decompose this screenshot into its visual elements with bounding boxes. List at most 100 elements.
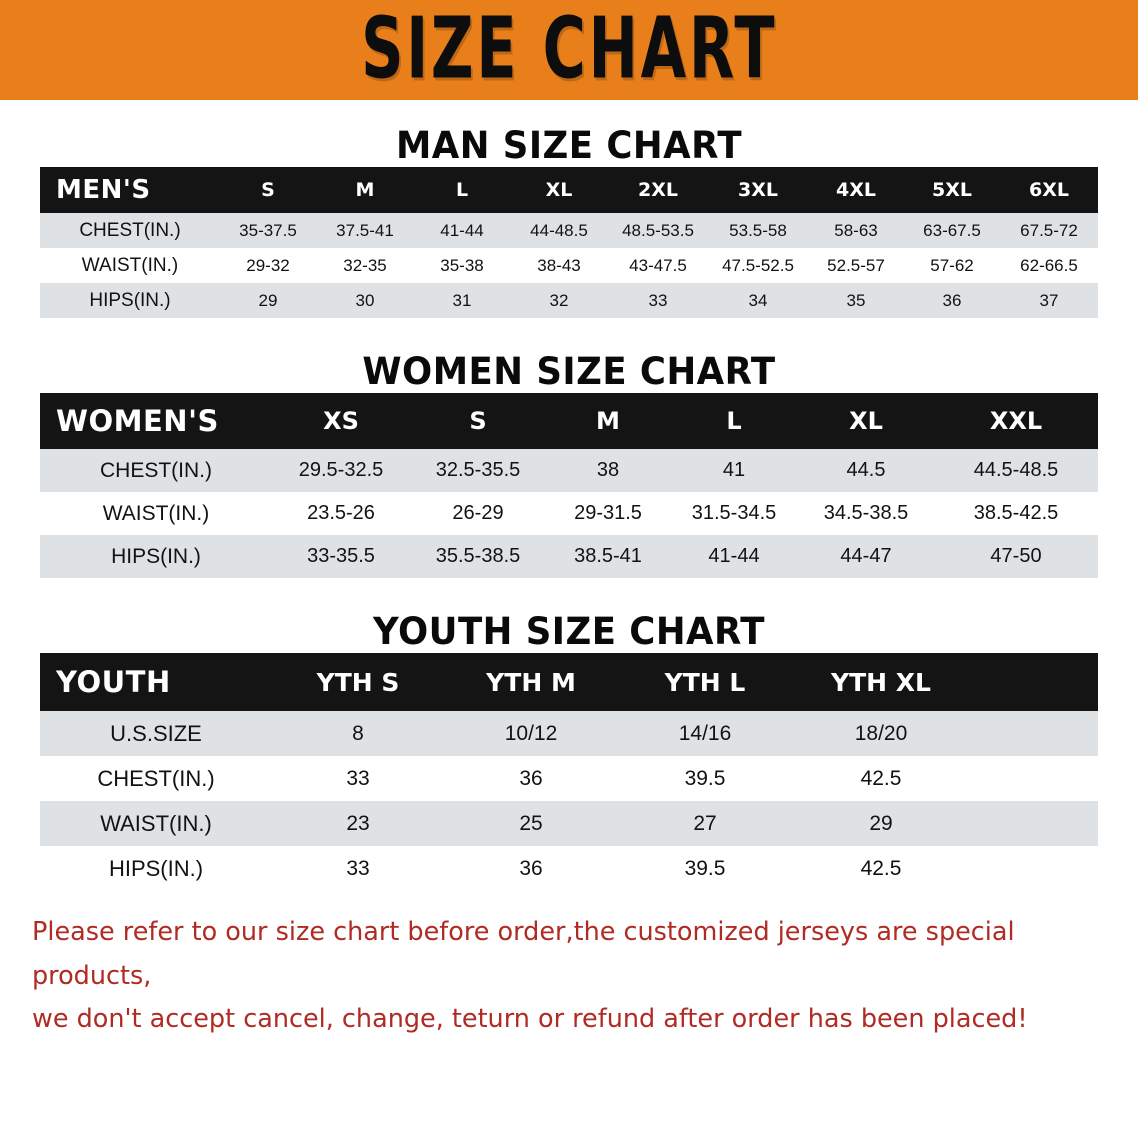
youth-chart-wrap: YOUTH YTH S YTH M YTH L YTH XL U.S.SIZE … — [0, 653, 1138, 891]
women-header-row: WOMEN'S XS S M L XL XXL — [40, 393, 1098, 449]
youth-chest-xl: 42.5 — [792, 756, 970, 801]
youth-col-yth-l: YTH L — [664, 667, 746, 697]
table-row: CHEST(IN.) 33 36 39.5 42.5 — [40, 756, 1098, 801]
man-hips-xl: 32 — [510, 283, 608, 318]
table-row: WAIST(IN.) 29-32 32-35 35-38 38-43 43-47… — [40, 248, 1098, 283]
man-hips-2xl: 33 — [608, 283, 708, 318]
man-waist-5xl: 57-62 — [904, 248, 1000, 283]
man-waist-l: 35-38 — [414, 248, 510, 283]
table-row: WAIST(IN.) 23 25 27 29 — [40, 801, 1098, 846]
man-col-6xl: 6XL — [1029, 179, 1069, 201]
youth-hips-xl: 42.5 — [792, 846, 970, 891]
youth-waist-s: 23 — [272, 801, 444, 846]
women-waist-s: 26-29 — [410, 492, 546, 535]
man-waist-xl: 38-43 — [510, 248, 608, 283]
youth-row-label-hips: HIPS(IN.) — [40, 846, 272, 891]
youth-us-size-m: 10/12 — [444, 711, 618, 756]
women-row-label-waist: WAIST(IN.) — [40, 492, 272, 535]
man-hips-m: 30 — [316, 283, 414, 318]
man-chest-m: 37.5-41 — [316, 213, 414, 248]
women-hips-xl: 44-47 — [798, 535, 934, 578]
youth-corner-label: YOUTH — [56, 665, 171, 699]
man-row-label-hips: HIPS(IN.) — [40, 283, 220, 318]
youth-hips-s: 33 — [272, 846, 444, 891]
women-section-title: WOMEN SIZE CHART — [362, 350, 776, 393]
youth-waist-spacer — [970, 801, 1098, 846]
women-waist-m: 29-31.5 — [546, 492, 670, 535]
man-chest-xl: 44-48.5 — [510, 213, 608, 248]
disclaimer-line-1: Please refer to our size chart before or… — [32, 917, 1015, 991]
women-col-l: L — [726, 407, 742, 435]
youth-size-table: YOUTH YTH S YTH M YTH L YTH XL U.S.SIZE … — [40, 653, 1098, 891]
women-waist-xs: 23.5-26 — [272, 492, 410, 535]
man-chart-wrap: MEN'S S M L XL 2XL 3XL 4XL 5XL 6XL CHEST… — [0, 167, 1138, 318]
youth-chest-s: 33 — [272, 756, 444, 801]
banner-title: SIZE CHART — [360, 1, 778, 99]
women-waist-xl: 34.5-38.5 — [798, 492, 934, 535]
table-row: HIPS(IN.) 33 36 39.5 42.5 — [40, 846, 1098, 891]
table-row: CHEST(IN.) 35-37.5 37.5-41 41-44 44-48.5… — [40, 213, 1098, 248]
women-chest-xs: 29.5-32.5 — [272, 449, 410, 492]
youth-us-size-l: 14/16 — [618, 711, 792, 756]
man-hips-4xl: 35 — [808, 283, 904, 318]
women-chest-xxl: 44.5-48.5 — [934, 449, 1098, 492]
youth-us-size-xl: 18/20 — [792, 711, 970, 756]
man-hips-3xl: 34 — [708, 283, 808, 318]
women-chest-s: 32.5-35.5 — [410, 449, 546, 492]
youth-row-label-us-size: U.S.SIZE — [40, 711, 272, 756]
women-row-label-chest: CHEST(IN.) — [40, 449, 272, 492]
youth-hips-m: 36 — [444, 846, 618, 891]
man-col-5xl: 5XL — [932, 179, 972, 201]
man-chest-s: 35-37.5 — [220, 213, 316, 248]
table-row: U.S.SIZE 8 10/12 14/16 18/20 — [40, 711, 1098, 756]
women-hips-xxl: 47-50 — [934, 535, 1098, 578]
man-col-m: M — [355, 179, 375, 201]
man-hips-6xl: 37 — [1000, 283, 1098, 318]
man-hips-l: 31 — [414, 283, 510, 318]
man-section-title: MAN SIZE CHART — [395, 124, 743, 167]
man-waist-s: 29-32 — [220, 248, 316, 283]
man-waist-6xl: 62-66.5 — [1000, 248, 1098, 283]
man-row-label-waist: WAIST(IN.) — [40, 248, 220, 283]
table-row: CHEST(IN.) 29.5-32.5 32.5-35.5 38 41 44.… — [40, 449, 1098, 492]
youth-header-row: YOUTH YTH S YTH M YTH L YTH XL — [40, 653, 1098, 711]
women-hips-m: 38.5-41 — [546, 535, 670, 578]
youth-chest-m: 36 — [444, 756, 618, 801]
youth-section-title: YOUTH SIZE CHART — [373, 610, 765, 653]
man-waist-4xl: 52.5-57 — [808, 248, 904, 283]
man-hips-5xl: 36 — [904, 283, 1000, 318]
women-corner-label: WOMEN'S — [56, 404, 219, 438]
youth-col-yth-xl: YTH XL — [831, 667, 931, 697]
size-chart-banner: SIZE CHART — [0, 0, 1138, 100]
women-hips-xs: 33-35.5 — [272, 535, 410, 578]
youth-us-size-spacer — [970, 711, 1098, 756]
youth-waist-m: 25 — [444, 801, 618, 846]
women-chest-xl: 44.5 — [798, 449, 934, 492]
women-waist-l: 31.5-34.5 — [670, 492, 798, 535]
man-waist-m: 32-35 — [316, 248, 414, 283]
man-waist-2xl: 43-47.5 — [608, 248, 708, 283]
women-col-s: S — [469, 407, 487, 435]
man-col-4xl: 4XL — [836, 179, 876, 201]
man-size-table: MEN'S S M L XL 2XL 3XL 4XL 5XL 6XL CHEST… — [40, 167, 1098, 318]
man-chest-l: 41-44 — [414, 213, 510, 248]
youth-chest-l: 39.5 — [618, 756, 792, 801]
women-chest-m: 38 — [546, 449, 670, 492]
women-col-m: M — [596, 407, 620, 435]
youth-chest-spacer — [970, 756, 1098, 801]
man-corner-label: MEN'S — [56, 175, 151, 205]
women-row-label-hips: HIPS(IN.) — [40, 535, 272, 578]
women-chest-l: 41 — [670, 449, 798, 492]
man-header-row: MEN'S S M L XL 2XL 3XL 4XL 5XL 6XL — [40, 167, 1098, 213]
women-hips-s: 35.5-38.5 — [410, 535, 546, 578]
table-row: HIPS(IN.) 33-35.5 35.5-38.5 38.5-41 41-4… — [40, 535, 1098, 578]
man-chest-3xl: 53.5-58 — [708, 213, 808, 248]
women-col-xl: XL — [849, 407, 883, 435]
youth-us-size-s: 8 — [272, 711, 444, 756]
man-row-label-chest: CHEST(IN.) — [40, 213, 220, 248]
women-size-table: WOMEN'S XS S M L XL XXL CHEST(IN.) 29.5-… — [40, 393, 1098, 578]
man-chest-4xl: 58-63 — [808, 213, 904, 248]
women-col-xxl: XXL — [989, 407, 1043, 435]
table-row: HIPS(IN.) 29 30 31 32 33 34 35 36 37 — [40, 283, 1098, 318]
youth-waist-xl: 29 — [792, 801, 970, 846]
